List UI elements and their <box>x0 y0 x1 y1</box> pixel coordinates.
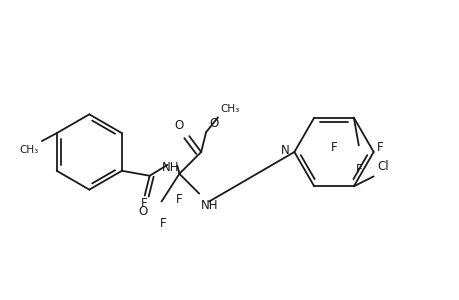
Text: CH₃: CH₃ <box>219 104 239 114</box>
Text: NH: NH <box>201 199 218 212</box>
Text: F: F <box>141 197 147 210</box>
Text: F: F <box>330 141 336 154</box>
Text: F: F <box>376 141 382 154</box>
Text: NH: NH <box>161 161 179 174</box>
Text: N: N <box>280 143 289 157</box>
Text: CH₃: CH₃ <box>20 145 39 155</box>
Text: O: O <box>174 119 183 132</box>
Text: F: F <box>160 218 167 230</box>
Text: O: O <box>209 117 218 130</box>
Text: F: F <box>175 193 182 206</box>
Text: Cl: Cl <box>377 160 388 173</box>
Text: O: O <box>138 206 147 218</box>
Text: F: F <box>355 163 361 176</box>
